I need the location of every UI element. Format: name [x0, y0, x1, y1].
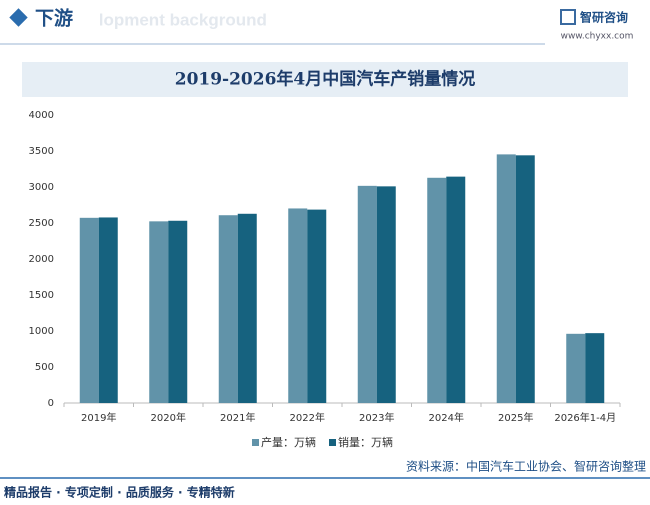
legend-swatch [252, 439, 259, 446]
bar [79, 217, 99, 403]
bar [357, 185, 377, 403]
bar [585, 333, 605, 403]
y-tick-label: 0 [48, 398, 54, 409]
x-tick-label: 2021年 [220, 411, 255, 424]
logo-icon [560, 9, 576, 25]
y-tick-label: 3500 [29, 146, 54, 157]
x-tick-label: 2026年1-4月 [554, 411, 616, 424]
bar [566, 333, 586, 403]
header-title: 下游 [35, 7, 73, 30]
source: 资料来源：中国汽车工业协会、智研咨询整理 [406, 459, 646, 474]
bar [376, 186, 396, 403]
plot: 0 500 1000 1500 2000 2500 3000 3500 4000 2019年 202… [29, 110, 621, 449]
y-tick-label: 3000 [29, 182, 54, 193]
logo-text: 智研咨询 [579, 10, 628, 25]
legend-label: 产量：万辆 [261, 435, 316, 449]
background-text: development background [60, 10, 267, 29]
url: www.chyxx.com [561, 32, 634, 42]
legend-swatch [329, 439, 336, 446]
bar [446, 176, 466, 403]
y-tick-label: 2000 [29, 254, 54, 265]
bar [307, 209, 327, 403]
y-tick-label: 1000 [29, 326, 54, 337]
bar [98, 217, 118, 403]
legend-label: 销量：万辆 [338, 435, 393, 449]
chart-title: 2019-2026年4月中国汽车产销量情况 [175, 69, 476, 90]
x-tick-label: 2025年 [498, 411, 533, 424]
y-tick-label: 2500 [29, 218, 54, 229]
bar [218, 215, 238, 403]
bar [288, 208, 308, 403]
bar [168, 220, 188, 403]
bar [149, 221, 169, 403]
bar [496, 154, 516, 403]
bar [427, 177, 447, 403]
title-band [22, 62, 628, 97]
y-tick-label: 500 [35, 362, 54, 373]
header-diamond [9, 8, 28, 27]
x-tick-label: 2020年 [151, 411, 186, 424]
x-tick-label: 2019年 [81, 411, 116, 424]
footer-slogan: 精品报告 · 专项定制 · 品质服务 · 专精特新 [4, 485, 235, 500]
y-tick-label: 4000 [29, 110, 54, 121]
x-tick-label: 2024年 [429, 411, 464, 424]
y-tick-label: 1500 [29, 290, 54, 301]
bar [237, 213, 257, 403]
x-tick-label: 2023年 [359, 411, 394, 424]
x-tick-label: 2022年 [290, 411, 325, 424]
bar [515, 155, 535, 403]
